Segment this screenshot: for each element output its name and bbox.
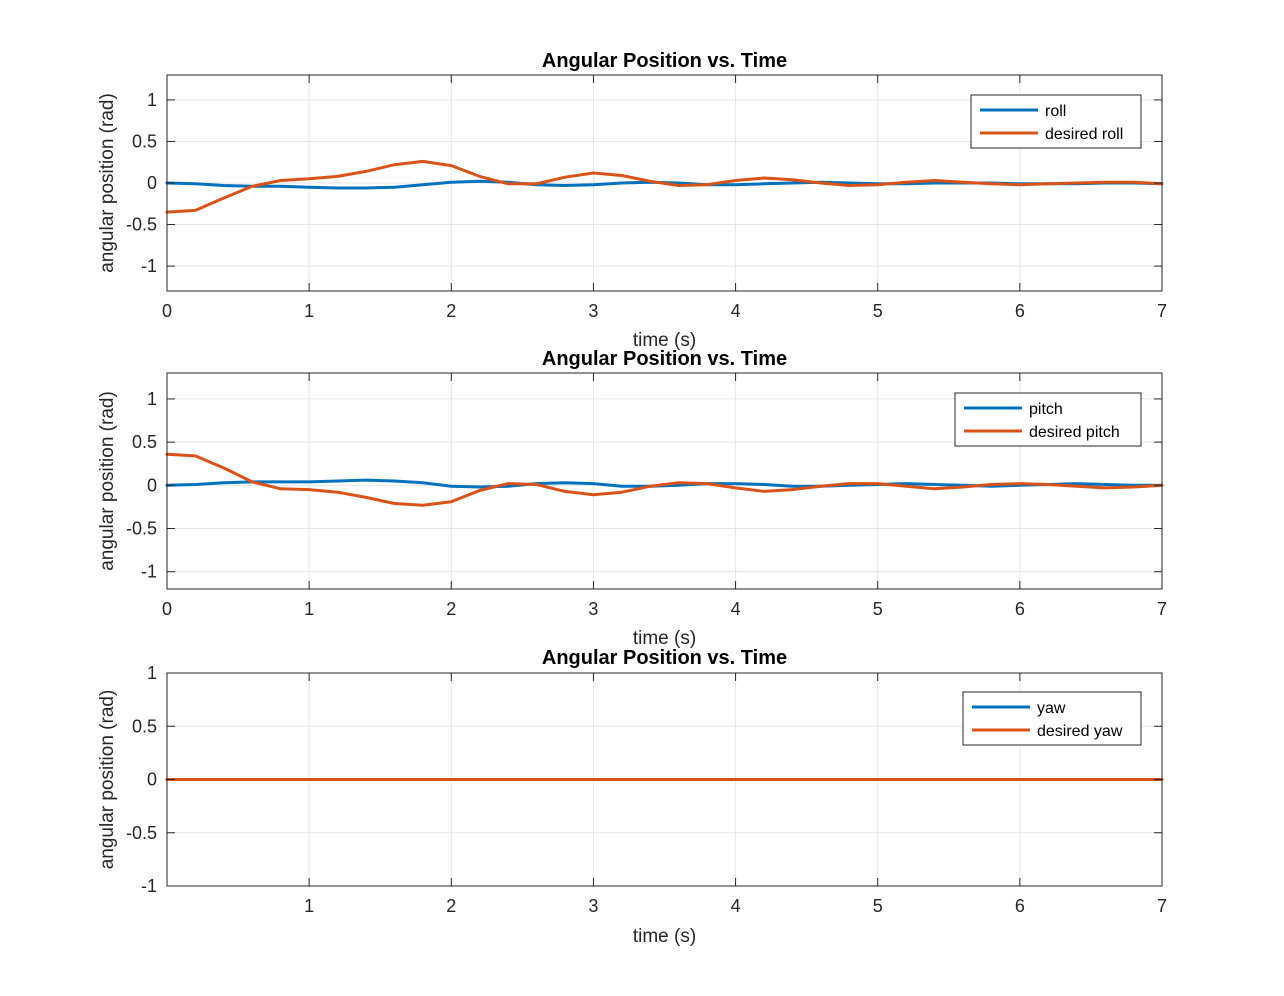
x-tick-label: 6 bbox=[1015, 896, 1025, 916]
x-tick-label: 5 bbox=[873, 896, 883, 916]
x-axis-label: time (s) bbox=[633, 628, 696, 649]
chart-title: Angular Position vs. Time bbox=[542, 647, 787, 669]
legend-box bbox=[970, 94, 1142, 149]
chart-title: Angular Position vs. Time bbox=[542, 50, 787, 72]
x-tick-label: 1 bbox=[304, 301, 314, 321]
y-tick-label: -0.5 bbox=[126, 215, 157, 235]
legend-box bbox=[954, 392, 1142, 447]
x-tick-label: 7 bbox=[1157, 599, 1167, 619]
x-tick-label: 6 bbox=[1015, 599, 1025, 619]
y-tick-label: -1 bbox=[141, 876, 157, 896]
x-tick-label: 4 bbox=[731, 599, 741, 619]
legend: pitch desired pitch bbox=[954, 392, 1142, 447]
y-tick-label: -0.5 bbox=[126, 519, 157, 539]
y-tick-label: 0.5 bbox=[132, 432, 157, 452]
series-line-2 bbox=[165, 159, 1164, 214]
y-axis-label: angular position (rad) bbox=[97, 93, 118, 273]
y-tick-label: 1 bbox=[147, 389, 157, 409]
y-axis-label: angular position (rad) bbox=[97, 391, 118, 571]
y-tick-label: 1 bbox=[147, 663, 157, 683]
x-tick-label: 4 bbox=[731, 896, 741, 916]
y-tick-label: -0.5 bbox=[126, 823, 157, 843]
subplot-2: 0 1 2 3 4 5 6 7 -1 -0.5 0 0.5 1 Angular Position vs. … bbox=[97, 348, 1167, 649]
x-tick-label: 3 bbox=[588, 896, 598, 916]
y-tick-label: -1 bbox=[141, 256, 157, 276]
x-tick-label: 1 bbox=[304, 599, 314, 619]
legend: roll desired roll bbox=[970, 94, 1142, 149]
legend-label-2: desired yaw bbox=[1037, 723, 1123, 740]
x-tick-label: 0 bbox=[162, 599, 172, 619]
x-tick-label: 5 bbox=[873, 301, 883, 321]
legend-label-2: desired roll bbox=[1045, 126, 1123, 143]
x-tick-label: 6 bbox=[1015, 301, 1025, 321]
x-tick-label: 3 bbox=[588, 599, 598, 619]
y-tick-label: 0.5 bbox=[132, 716, 157, 736]
legend: yaw desired yaw bbox=[962, 691, 1142, 746]
subplot-1: 0 1 2 3 4 5 6 7 -1 -0.5 0 0.5 1 Angular Position vs. … bbox=[97, 50, 1167, 351]
chart-title: Angular Position vs. Time bbox=[542, 348, 787, 370]
x-tick-label: 0 bbox=[162, 301, 172, 321]
x-tick-label: 7 bbox=[1157, 896, 1167, 916]
legend-box bbox=[962, 691, 1142, 746]
x-tick-label: 7 bbox=[1157, 301, 1167, 321]
x-tick-label: 2 bbox=[446, 896, 456, 916]
axes-box bbox=[166, 372, 1163, 590]
subplot-3: 1 2 3 4 5 6 7 -1 -0.5 0 0.5 1 Angular Position vs. T… bbox=[97, 647, 1167, 947]
legend-label-1: pitch bbox=[1029, 401, 1063, 418]
y-tick-label: 0 bbox=[147, 173, 157, 193]
y-tick-label: 0.5 bbox=[132, 131, 157, 151]
x-tick-label: 3 bbox=[588, 301, 598, 321]
x-tick-label: 2 bbox=[446, 599, 456, 619]
x-tick-label: 2 bbox=[446, 301, 456, 321]
legend-label-1: yaw bbox=[1037, 700, 1066, 717]
x-axis-label: time (s) bbox=[633, 926, 696, 947]
x-tick-label: 4 bbox=[731, 301, 741, 321]
legend-label-2: desired pitch bbox=[1029, 424, 1120, 441]
y-tick-label: 1 bbox=[147, 90, 157, 110]
x-axis-label: time (s) bbox=[633, 330, 696, 351]
x-tick-label: 1 bbox=[304, 896, 314, 916]
series-line-2 bbox=[165, 452, 1164, 507]
x-tick-label: 5 bbox=[873, 599, 883, 619]
legend-label-1: roll bbox=[1045, 103, 1066, 120]
y-axis-label: angular position (rad) bbox=[97, 690, 118, 870]
y-tick-label: -1 bbox=[141, 562, 157, 582]
y-tick-label: 0 bbox=[147, 475, 157, 495]
y-tick-label: 0 bbox=[147, 770, 157, 790]
